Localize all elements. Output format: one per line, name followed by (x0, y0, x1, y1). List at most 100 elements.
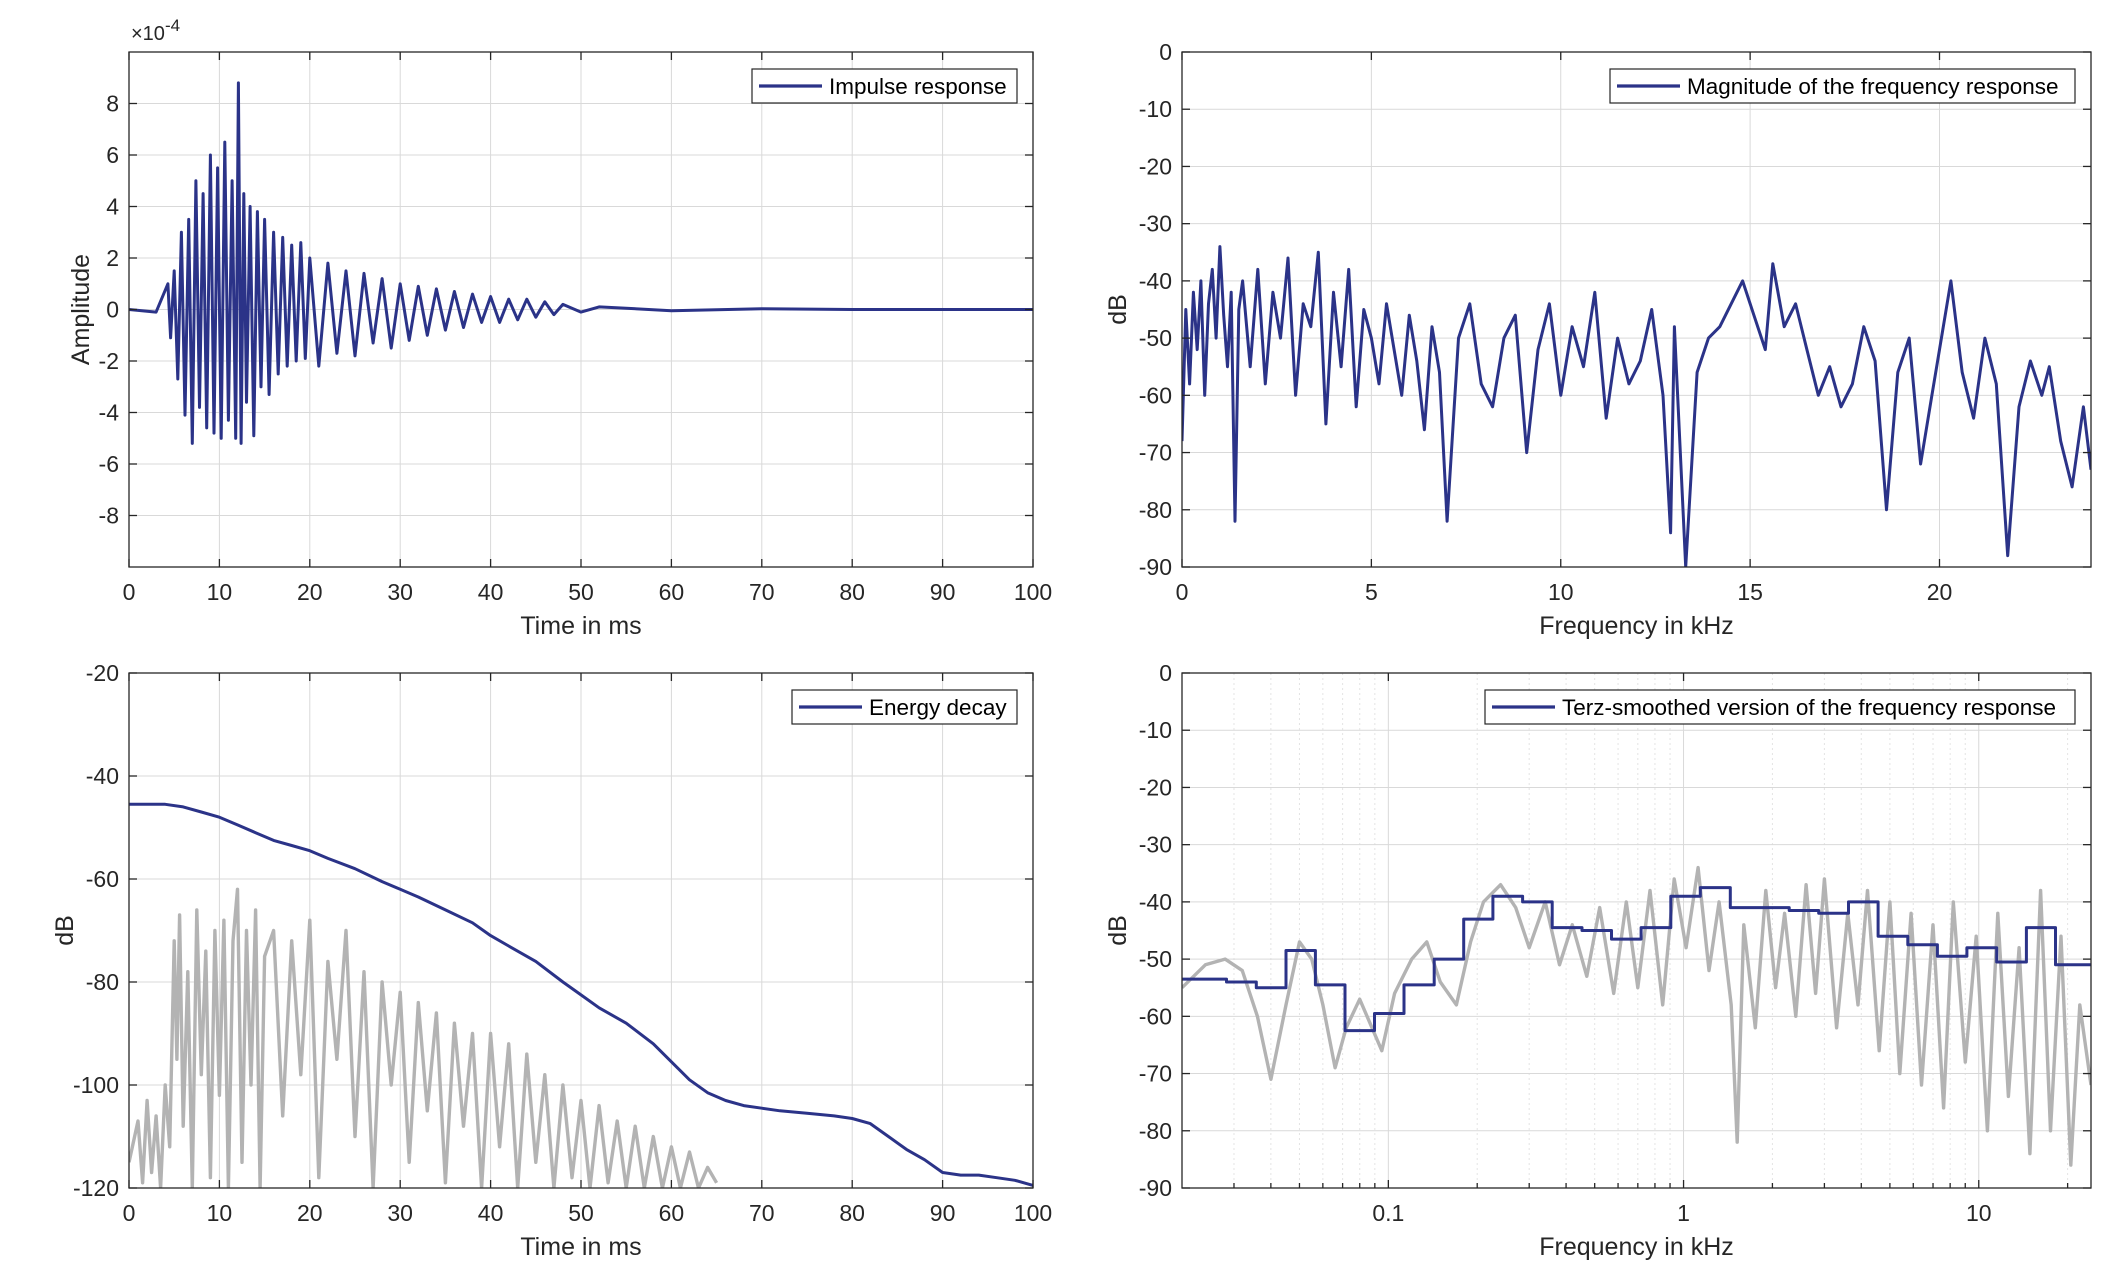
x-axis: 0 5 10 15 20 (1176, 52, 1953, 605)
y-tick-label: -10 (1139, 96, 1172, 122)
chart-impulse: 0 10 20 30 40 50 60 70 80 90 100 -8 -6 -4 -2 0 2 4 6 8 ×10-4… (67, 16, 1052, 640)
y-tick-label: 0 (1159, 660, 1172, 686)
y-tick-label: -20 (86, 660, 119, 686)
x-tick-label: 40 (478, 579, 504, 605)
series-line-secondary (1182, 865, 2091, 1167)
y-axis: 0 -10 -20 -30 -40 -50 -60 -70 -80 -90 (1139, 660, 2091, 1201)
y-tick-label: -80 (86, 969, 119, 995)
y-tick-label: 8 (106, 91, 119, 117)
y-tick-label: -30 (1139, 211, 1172, 237)
y-tick-label: 0 (1159, 39, 1172, 65)
y-tick-label: 2 (106, 245, 119, 271)
y-tick-label: -8 (99, 503, 119, 529)
x-tick-label: 40 (478, 1200, 504, 1226)
axes-frame (1181, 672, 2092, 1189)
series-line-primary (1182, 245, 2091, 567)
grid (1181, 51, 2091, 568)
y-tick-label: -60 (86, 866, 119, 892)
y-axis-label: dB (1104, 294, 1132, 325)
legend-label: Impulse response (829, 74, 1007, 99)
series-line-secondary (129, 887, 719, 1188)
y-tick-label: 6 (106, 142, 119, 168)
x-tick-label: 10 (207, 1200, 233, 1226)
chart-terz: 0.1 1 10 0 -10 -20 -30 -40 -50 -60 -70 -80 -90 Freque… (1104, 660, 2092, 1261)
x-tick-label: 0 (123, 1200, 136, 1226)
legend-label: Magnitude of the frequency response (1687, 74, 2059, 99)
x-tick-label: 80 (839, 1200, 865, 1226)
x-tick-label: 90 (930, 579, 956, 605)
series-line-primary (129, 81, 1033, 445)
legend-box (1484, 689, 2076, 725)
x-axis: 0 10 20 30 40 50 60 70 80 90 100 (123, 673, 1052, 1226)
x-tick-label: 30 (387, 579, 413, 605)
x-tick-label: 30 (387, 1200, 413, 1226)
axes-frame (1181, 51, 2092, 568)
x-tick-label: 90 (930, 1200, 956, 1226)
x-tick-label: 10 (207, 579, 233, 605)
x-tick-label: 70 (749, 579, 775, 605)
x-tick-label: 100 (1014, 1200, 1052, 1226)
y-tick-label: -40 (86, 763, 119, 789)
x-tick-label: 15 (1737, 579, 1763, 605)
y-tick-label: -20 (1139, 153, 1172, 179)
x-tick-label: 70 (749, 1200, 775, 1226)
y-axis-label: dB (51, 915, 79, 946)
plot-area (1182, 673, 2091, 1188)
x-axis-label: Frequency in kHz (1539, 612, 1734, 640)
x-tick-label: 100 (1014, 579, 1052, 605)
x-tick-label: 1 (1677, 1200, 1690, 1226)
y-tick-label: -60 (1139, 382, 1172, 408)
x-tick-label: 20 (1927, 579, 1953, 605)
x-tick-label: 20 (297, 579, 323, 605)
y-axis-label: dB (1104, 915, 1132, 946)
y-tick-label: -80 (1139, 497, 1172, 523)
legend-label: Energy decay (869, 695, 1007, 720)
minor-grid (1233, 673, 2069, 1188)
x-tick-label: 50 (568, 579, 594, 605)
legend-box (1609, 68, 2076, 104)
y-tick-label: -4 (99, 400, 120, 426)
y-tick-label: 4 (106, 194, 119, 220)
chart-magnitude: 0 5 10 15 20 0 -10 -20 -30 -40 -50 -60 -70 -80 -90 Freq… (1104, 39, 2092, 640)
x-tick-label: 20 (297, 1200, 323, 1226)
x-axis: 0.1 1 10 (1233, 673, 2069, 1226)
y-tick-label: -120 (73, 1175, 119, 1201)
y-tick-label: -70 (1139, 440, 1172, 466)
y-tick-label: -90 (1139, 1175, 1172, 1201)
x-tick-label: 0 (123, 579, 136, 605)
x-axis-label: Time in ms (520, 1233, 641, 1261)
legend: Terz-smoothed version of the frequency r… (1484, 689, 2076, 725)
x-axis-label: Frequency in kHz (1539, 1233, 1734, 1261)
y-axis: 0 -10 -20 -30 -40 -50 -60 -70 -80 -90 (1139, 39, 2091, 580)
y-scale-exponent: ×10-4 (131, 16, 180, 45)
y-tick-label: -80 (1139, 1118, 1172, 1144)
y-tick-label: -6 (99, 451, 119, 477)
y-axis: -8 -6 -4 -2 0 2 4 6 8 (99, 91, 1033, 529)
y-tick-label: -20 (1139, 774, 1172, 800)
series-line-primary (129, 802, 1033, 1187)
y-tick-label: -50 (1139, 325, 1172, 351)
x-tick-label: 10 (1966, 1200, 1992, 1226)
x-tick-label: 0 (1176, 579, 1189, 605)
legend-label: Terz-smoothed version of the frequency r… (1562, 695, 2056, 720)
y-tick-label: -40 (1139, 268, 1172, 294)
x-tick-label: 0.1 (1372, 1200, 1404, 1226)
chart-energy: 0 10 20 30 40 50 60 70 80 90 100 -120 -100 -80 -60 -40 -… (51, 660, 1052, 1261)
y-tick-label: -70 (1139, 1061, 1172, 1087)
x-axis-label: Time in ms (520, 612, 641, 640)
x-tick-label: 60 (659, 1200, 685, 1226)
y-tick-label: 0 (106, 297, 119, 323)
x-tick-label: 80 (839, 579, 865, 605)
y-tick-label: -10 (1139, 717, 1172, 743)
x-axis: 0 10 20 30 40 50 60 70 80 90 100 (123, 52, 1052, 605)
y-tick-label: -2 (99, 348, 119, 374)
y-tick-label: -50 (1139, 946, 1172, 972)
y-axis-label: Amplitude (67, 254, 95, 365)
legend: Magnitude of the frequency response (1609, 68, 2076, 104)
x-tick-label: 50 (568, 1200, 594, 1226)
legend: Impulse response (751, 68, 1018, 104)
series-line-primary (1182, 886, 2091, 1033)
y-tick-label: -100 (73, 1072, 119, 1098)
